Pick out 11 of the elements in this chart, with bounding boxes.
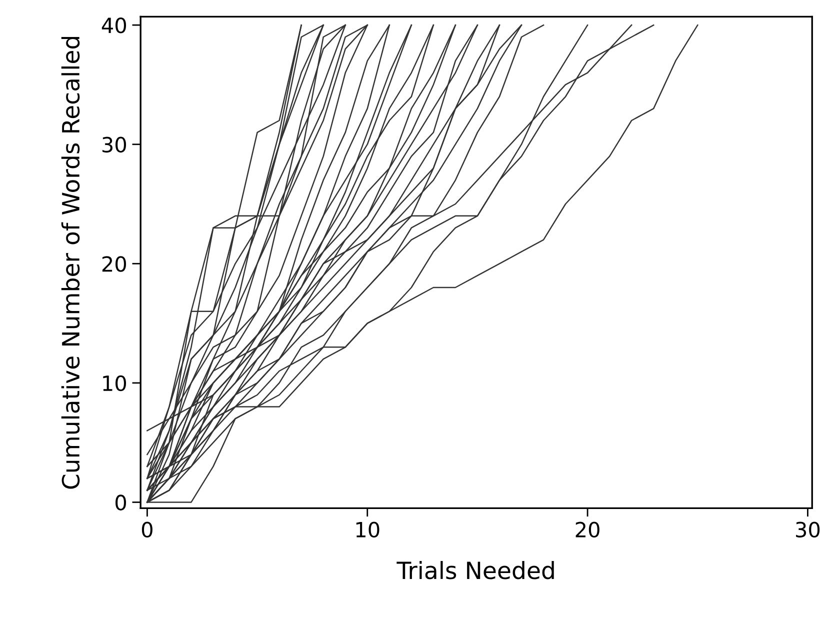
x-axis-title: Trials Needed [396, 561, 554, 580]
x-tick-label: 20 [576, 522, 600, 538]
y-tick-label: 10 [103, 375, 126, 392]
y-tick-label: 40 [102, 18, 126, 34]
x-tick-label: 10 [356, 522, 380, 538]
y-axis-title: Cumulative Number of Words Recalled [61, 36, 80, 489]
y-tick-label: 30 [102, 136, 126, 153]
x-tick-label: 30 [796, 522, 820, 538]
y-tick-label: 0 [116, 494, 126, 510]
y-tick-label: 20 [102, 256, 126, 272]
x-tick-label: 0 [142, 522, 152, 538]
